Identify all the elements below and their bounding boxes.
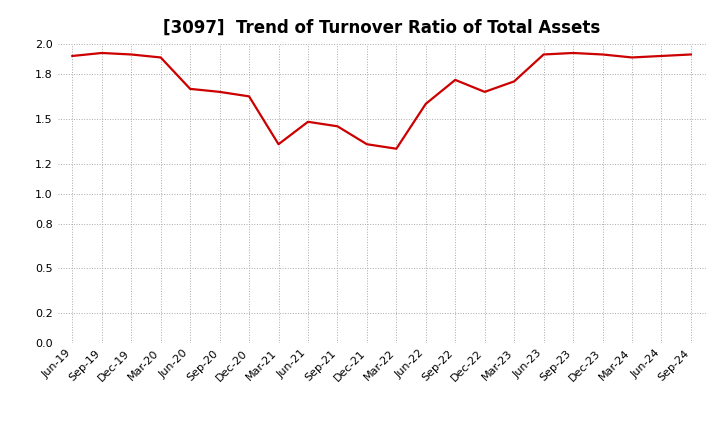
Title: [3097]  Trend of Turnover Ratio of Total Assets: [3097] Trend of Turnover Ratio of Total … — [163, 19, 600, 37]
